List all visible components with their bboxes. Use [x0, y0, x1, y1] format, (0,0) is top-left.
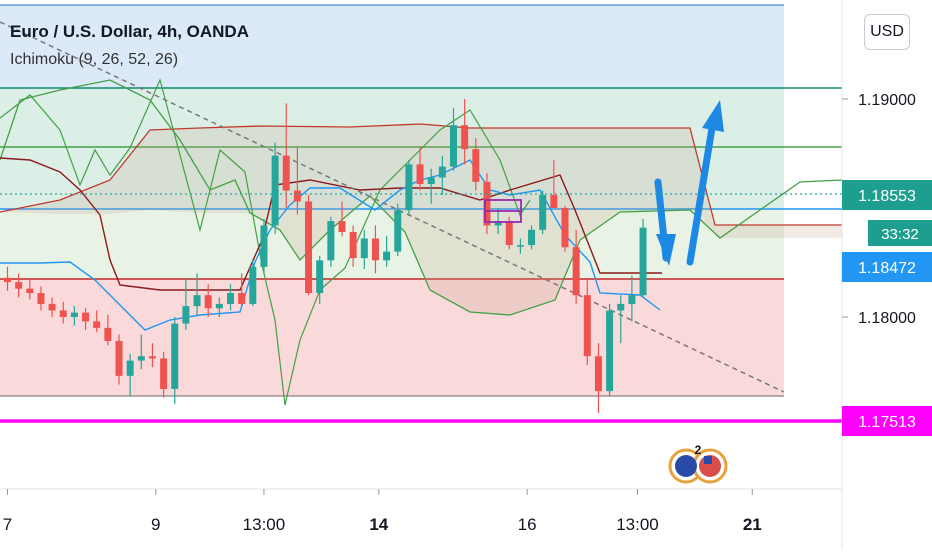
- currency-button[interactable]: USD: [864, 14, 910, 50]
- candle-body: [193, 295, 201, 307]
- candle-body: [15, 282, 23, 289]
- candle-body: [371, 238, 379, 261]
- x-tick-label: 14: [369, 515, 388, 534]
- x-tick-label: 13:00: [616, 515, 659, 534]
- candle-body: [550, 194, 558, 208]
- candle-body: [70, 312, 78, 317]
- candle-body: [639, 227, 647, 296]
- candle-body: [249, 266, 257, 304]
- y-tick-label: 1.18000: [858, 310, 916, 327]
- candle-body: [148, 356, 156, 359]
- candle-body: [516, 245, 524, 247]
- badge-count: 2: [695, 443, 702, 457]
- candle-body: [628, 295, 636, 304]
- candle-body: [483, 181, 491, 226]
- candle-body: [182, 306, 190, 324]
- candle-body: [282, 155, 290, 191]
- candle-body: [472, 149, 480, 182]
- ichimoku-lagging-span: [0, 78, 531, 406]
- current-price-label: 1.18553: [858, 188, 916, 205]
- candle-body: [115, 340, 123, 376]
- candle-body: [171, 323, 179, 389]
- candle-body: [338, 221, 346, 232]
- projection-arrow-up: [686, 100, 724, 266]
- candle-body: [617, 303, 625, 311]
- candle-body: [4, 277, 11, 283]
- x-tick-label: 21: [743, 515, 762, 534]
- candle-body: [82, 312, 90, 322]
- trend-line[interactable]: [0, 21, 785, 393]
- candle-body: [160, 358, 168, 389]
- candles-group: [4, 99, 647, 413]
- symbol-title: Euro / U.S. Dollar, 4h, OANDA: [10, 22, 249, 41]
- candle-body: [260, 225, 268, 267]
- x-axis-ticks: 7 9 13:00 14 16 13:00 21: [3, 489, 762, 534]
- candle-body: [93, 321, 101, 328]
- candle-body: [137, 356, 145, 361]
- candle-body: [427, 177, 435, 185]
- ichimoku-cloud: [0, 124, 842, 315]
- candle-body: [293, 190, 301, 202]
- candle-body: [561, 208, 569, 248]
- eu-flag-icon: [675, 455, 697, 477]
- y-tick-label: 1.19000: [858, 92, 916, 109]
- candle-body: [594, 356, 602, 392]
- support-price-tag[interactable]: 1.17513: [842, 406, 932, 436]
- ichimoku-span-b: [0, 123, 842, 226]
- candle-body: [215, 303, 223, 309]
- indicator-label[interactable]: Ichimoku (9, 26, 52, 26): [10, 51, 179, 68]
- sell-zone: [0, 279, 784, 396]
- candle-body: [360, 238, 368, 259]
- candle-body: [405, 164, 413, 211]
- x-tick-label: 16: [518, 515, 537, 534]
- chart-legend: Euro / U.S. Dollar, 4h, OANDA Ichimoku (…: [10, 22, 249, 69]
- candle-body: [416, 164, 424, 185]
- support-price-label: 1.17513: [858, 414, 916, 431]
- current-price-tag[interactable]: 1.18553 33:32: [842, 180, 932, 246]
- conversion-price-tag[interactable]: 1.18472: [842, 252, 932, 282]
- events-badge[interactable]: 2: [668, 443, 728, 484]
- candle-body: [539, 194, 547, 230]
- candle-body: [227, 293, 234, 304]
- candle-body: [126, 360, 134, 376]
- candle-body: [394, 210, 402, 252]
- candle-body: [505, 221, 513, 246]
- candle-body: [316, 260, 324, 294]
- candle-body: [450, 125, 457, 167]
- candle-body: [349, 231, 357, 259]
- candle-body: [572, 247, 580, 296]
- candle-body: [528, 229, 536, 246]
- candle-body: [271, 155, 279, 226]
- candle-body: [461, 125, 469, 150]
- conversion-price-label: 1.18472: [858, 260, 916, 277]
- candle-body: [48, 303, 56, 311]
- candle-body: [204, 295, 212, 309]
- candle-body: [59, 310, 67, 317]
- candle-body: [238, 293, 246, 304]
- candle-body: [583, 295, 591, 357]
- candle-body: [327, 221, 335, 261]
- resistance-zone: [0, 5, 784, 87]
- x-tick-label: 13:00: [243, 515, 286, 534]
- candle-body: [37, 293, 45, 304]
- candle-body: [305, 201, 313, 294]
- candle-body: [383, 251, 391, 261]
- candle-body: [494, 221, 502, 226]
- x-tick-label: 9: [151, 515, 160, 534]
- x-tick-label: 7: [3, 515, 12, 534]
- candle-body: [26, 288, 34, 294]
- candle-body: [606, 310, 614, 392]
- countdown-label: 33:32: [881, 226, 919, 243]
- y-axis-ticks: 1.19000 1.18000: [842, 92, 916, 327]
- lower-green-zone: [0, 209, 784, 279]
- projection-arrow-down: [654, 178, 676, 266]
- candle-body: [104, 327, 112, 341]
- candle-body: [438, 166, 446, 178]
- ichimoku-conversion-line: [0, 159, 661, 331]
